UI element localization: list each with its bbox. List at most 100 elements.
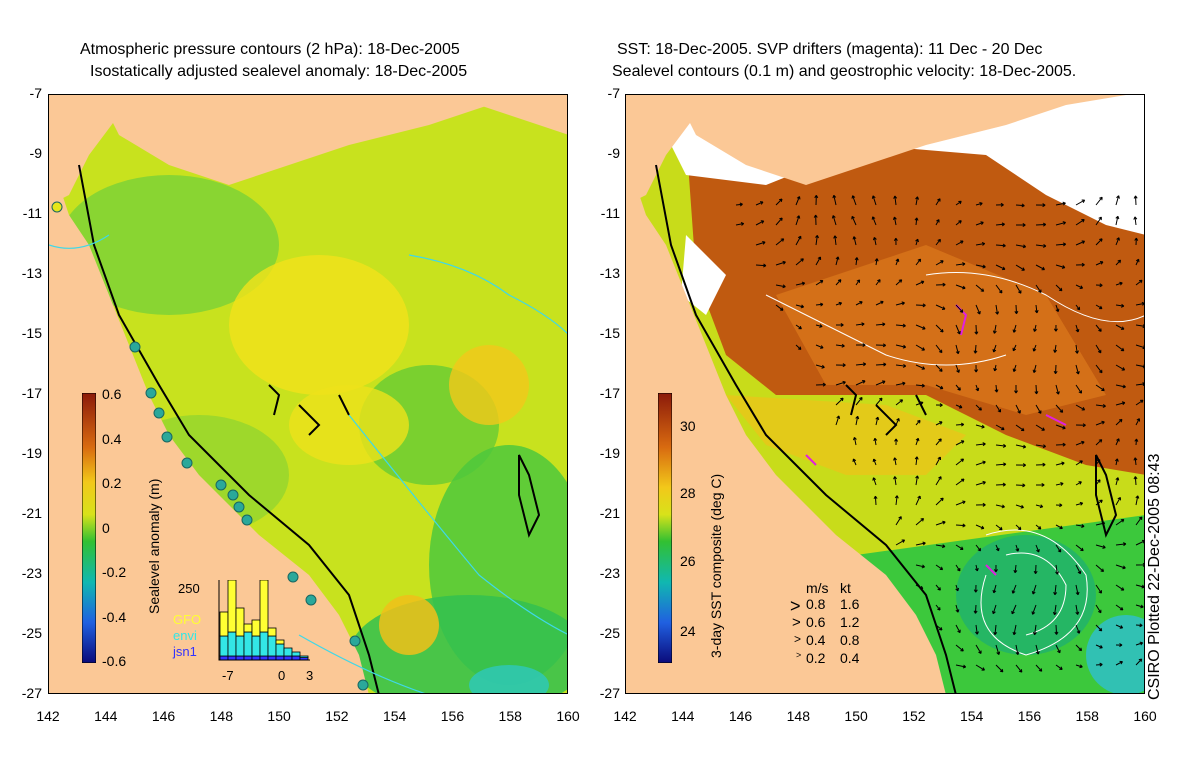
sealevel-contour: [980, 529, 1088, 656]
velocity-arrow: [775, 238, 785, 246]
velocity-arrow: [1075, 262, 1085, 267]
x-tick-label: 152: [902, 708, 926, 724]
velocity-arrow: [955, 364, 960, 373]
velocity-arrow: [1034, 384, 1039, 395]
velocity-arrow: [975, 624, 979, 635]
x-tick-label: 160: [556, 708, 580, 724]
velocity-arrow: [1095, 439, 1103, 446]
shelf-contour: [1095, 454, 1118, 538]
velocity-arrow: [935, 384, 944, 390]
velocity-arrow: [1095, 662, 1103, 667]
histogram-bar: [243, 655, 253, 661]
left-title-line1: Atmospheric pressure contours (2 hPa): 1…: [80, 41, 460, 58]
x-tick-label: 142: [36, 708, 60, 724]
velocity-arrow: [1115, 519, 1125, 526]
velocity-arrow: [775, 217, 783, 226]
velocity-arrow: [935, 476, 942, 486]
velocity-arrow: [1035, 404, 1042, 414]
velocity-arrow: [955, 624, 961, 634]
velocity-arrow: [1015, 444, 1027, 449]
velocity-arrow: [1133, 476, 1138, 486]
velocity-arrow: [995, 243, 1006, 248]
sst-map: [625, 94, 1145, 694]
velocity-arrow: [1055, 564, 1060, 575]
y-tick-label: -23: [21, 565, 42, 581]
velocity-arrow: [1035, 664, 1043, 672]
velocity-arrow: [872, 477, 877, 486]
velocity-arrow: [1055, 644, 1061, 654]
velocity-arrow: [874, 258, 879, 266]
velocity-arrow: [832, 194, 837, 206]
velocity-arrow: [1135, 344, 1144, 350]
velocity-arrow: [795, 258, 804, 266]
velocity-arrow: [1095, 420, 1105, 426]
velocity-arrow: [1015, 524, 1022, 531]
x-tick-label: 156: [440, 708, 465, 724]
histogram-bar: [251, 635, 261, 657]
yellow-patch: [289, 385, 409, 465]
y-tick-label: -25: [599, 625, 620, 641]
y-tick-label: -15: [599, 325, 620, 341]
velocity-arrow: [852, 458, 857, 466]
histogram-bar: [259, 580, 269, 633]
velocity-arrow: [795, 304, 805, 309]
velocity-arrow: [1035, 284, 1042, 293]
velocity-arrow: [1135, 279, 1143, 286]
sst-cool-eddy: [1086, 615, 1144, 693]
velocity-arrow: [915, 564, 926, 569]
velocity-arrow: [915, 383, 925, 388]
velocity-legend-ms: 0.8: [806, 596, 826, 612]
island: [479, 95, 567, 135]
velocity-arrow: [1014, 304, 1019, 315]
velocity-arrow: [1015, 203, 1025, 208]
velocity-arrow: [1075, 219, 1085, 226]
velocity-arrow: [935, 344, 943, 354]
velocity-arrow: [1011, 604, 1017, 615]
velocity-arrow: [993, 364, 998, 372]
cape-york: [49, 95, 149, 205]
velocity-arrow: [895, 279, 903, 286]
sealevel-map-graphic: [49, 95, 567, 693]
velocity-arrow: [995, 443, 1007, 448]
velocity-legend-kt: 1.2: [840, 614, 860, 630]
velocity-arrow: [995, 664, 1004, 673]
sst-cool-eddy: [956, 535, 1096, 655]
velocity-arrow: [855, 322, 865, 327]
x-tick-label: 154: [959, 708, 984, 724]
velocity-arrow: [974, 324, 979, 335]
colorbar-tick-label: 26: [680, 553, 696, 569]
velocity-arrow: [1012, 344, 1017, 352]
velocity-arrow: [915, 584, 924, 590]
velocity-arrow: [1115, 643, 1123, 648]
velocity-arrow: [935, 544, 946, 549]
velocity-arrow: [1031, 584, 1037, 595]
velocity-arrow: [1115, 624, 1124, 629]
velocity-arrow: [1075, 460, 1083, 466]
velocity-arrow: [935, 497, 944, 506]
velocity-arrow: [855, 343, 866, 348]
velocity-legend-arrow: >: [794, 632, 802, 646]
y-tick-label: -17: [599, 385, 620, 401]
velocity-arrow: [892, 216, 897, 226]
velocity-arrow: [1134, 438, 1139, 446]
velocity-arrow: [855, 415, 860, 426]
velocity-arrow: [992, 324, 997, 334]
velocity-arrow: [995, 264, 1006, 271]
velocity-arrow: [855, 279, 861, 286]
velocity-arrow: [895, 363, 907, 368]
velocity-arrow: [1035, 482, 1045, 487]
velocity-arrow: [871, 195, 877, 206]
new-guinea-land: [676, 95, 1126, 185]
histogram-bar: [275, 639, 285, 645]
velocity-arrow: [1135, 623, 1143, 628]
velocity-arrow: [1015, 244, 1027, 249]
australia-land: [626, 95, 946, 693]
velocity-arrow: [755, 240, 766, 246]
velocity-arrow: [1115, 344, 1125, 352]
velocity-arrow: [1031, 604, 1037, 615]
velocity-arrow: [1053, 364, 1058, 375]
velocity-arrow: [1075, 364, 1080, 375]
velocity-arrow: [1055, 264, 1066, 269]
x-tick-label: 148: [209, 708, 233, 724]
velocity-arrow: [935, 324, 944, 333]
